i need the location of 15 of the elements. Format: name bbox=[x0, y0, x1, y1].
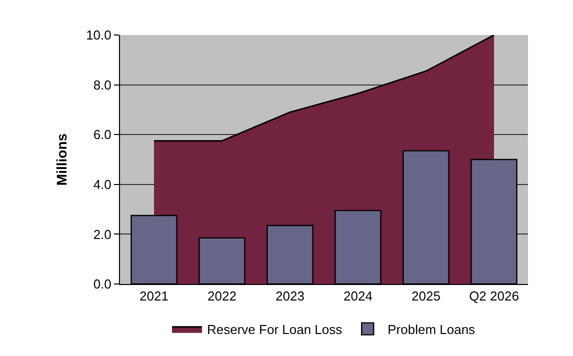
legend-label: Problem Loans bbox=[388, 322, 476, 337]
y-tick-label: 6.0 bbox=[93, 127, 112, 142]
x-tick-label: 2025 bbox=[412, 288, 440, 304]
y-axis-title: Millions bbox=[54, 133, 70, 186]
y-tick-label: 10.0 bbox=[86, 28, 112, 43]
x-tick-label: 2022 bbox=[208, 288, 236, 304]
y-tick-label: 8.0 bbox=[93, 77, 112, 92]
y-tick-label: 0.0 bbox=[93, 276, 112, 292]
legend-label: Reserve For Loan Loss bbox=[207, 322, 343, 337]
y-tick-label: 2.0 bbox=[93, 226, 112, 242]
x-tick-label: 2024 bbox=[344, 288, 372, 304]
x-tick-label: 2021 bbox=[140, 288, 168, 304]
y-tick-label: 4.0 bbox=[93, 176, 112, 192]
x-tick-label: Q2 2026 bbox=[469, 288, 519, 304]
x-tick-label: 2023 bbox=[276, 288, 304, 304]
